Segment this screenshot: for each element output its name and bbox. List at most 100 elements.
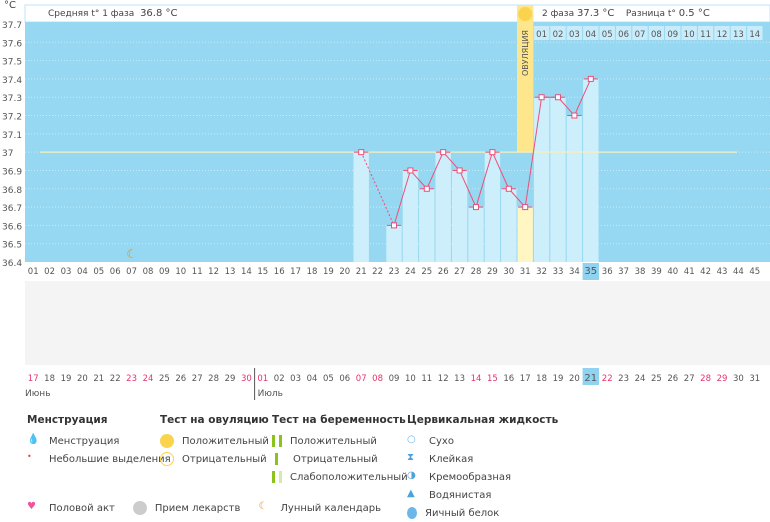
temp-line-segment — [573, 78, 592, 116]
date-label: 22 — [110, 374, 121, 384]
phase2-day-cell — [632, 26, 648, 40]
legend-pregnancy-test: Тест на беременность Положительный Отриц… — [272, 414, 408, 483]
date-label: 02 — [274, 374, 285, 384]
phase2-day-cell — [550, 26, 566, 40]
dry-icon: ○ — [407, 434, 416, 445]
temp-point — [456, 167, 463, 174]
moon-icon: ☾ — [258, 501, 268, 512]
cycle-day-label: 07 — [126, 267, 137, 277]
temp-point — [555, 94, 561, 101]
date-label: 17 — [28, 374, 39, 384]
positive-circle-icon — [160, 434, 174, 448]
phase2-day-cell — [648, 26, 665, 40]
date-label: 23 — [126, 374, 137, 384]
date-label: 27 — [684, 374, 695, 384]
phase2-day-cell — [730, 26, 747, 40]
y-tick-label: 36.8 — [2, 186, 22, 196]
phase2-day-label: 03 — [569, 30, 580, 40]
date-label: 25 — [159, 374, 170, 384]
legend-ovulation-test: Тест на овуляцию Положительный Отрицател… — [160, 414, 269, 466]
ovulation-band — [517, 5, 534, 153]
cycle-day-label: 18 — [307, 267, 318, 277]
cycle-day-label: 20 — [339, 267, 350, 277]
temp-line-segment — [524, 97, 543, 208]
date-label: 14 — [471, 374, 482, 384]
temp-bar — [468, 207, 484, 262]
pill-icon — [132, 501, 147, 515]
cycle-day-label: 44 — [733, 267, 744, 277]
phase2-day-label: 13 — [733, 30, 744, 40]
cycle-day-label: 02 — [44, 267, 55, 277]
y-tick-label: 36.4 — [2, 259, 22, 269]
temp-point — [538, 94, 545, 101]
temp-bar — [550, 97, 566, 262]
cycle-day-label: 17 — [290, 267, 301, 277]
date-label: 28 — [208, 374, 219, 384]
temp-bar — [386, 225, 402, 262]
plot-area — [25, 22, 770, 262]
date-label: 19 — [553, 374, 564, 384]
heart-icon: ♥ — [27, 501, 36, 512]
date-label: 19 — [61, 374, 72, 384]
cycle-day-label: 24 — [405, 267, 416, 277]
temp-bar — [517, 207, 533, 262]
cycle-day-label: 13 — [225, 267, 236, 277]
negative-circle-icon — [160, 452, 174, 466]
phase2-day-label: 10 — [684, 30, 695, 40]
current-day-highlight — [582, 263, 599, 280]
cycle-day-label: 27 — [454, 267, 465, 277]
watery-icon: ▲ — [407, 488, 415, 499]
y-tick-label: 36.9 — [2, 167, 22, 177]
header-phase2: 2 фаза 37.3 °C Разница t° 0.5 °C — [542, 8, 710, 19]
cycle-day-label: 09 — [159, 267, 170, 277]
date-label: 12 — [438, 374, 449, 384]
drop-red-icon: 💧 — [27, 434, 40, 445]
date-label: 21 — [584, 373, 597, 384]
temp-point — [473, 204, 479, 211]
small-drop-red-icon: • — [27, 452, 32, 461]
date-label: 29 — [225, 374, 236, 384]
temp-point — [423, 185, 430, 192]
temp-point — [489, 149, 496, 156]
cycle-day-label: 26 — [438, 267, 449, 277]
y-tick-label: 37.6 — [2, 39, 22, 49]
cycle-day-label: 30 — [503, 267, 514, 277]
date-label: 13 — [454, 374, 465, 384]
y-tick-label: 37.3 — [2, 94, 22, 104]
date-label: 22 — [602, 374, 613, 384]
cycle-day-label: 28 — [471, 267, 482, 277]
date-label: 04 — [307, 374, 318, 384]
cycle-day-label: 06 — [110, 267, 121, 277]
temp-line-segment — [393, 170, 411, 226]
temp-point — [440, 149, 447, 156]
date-label: 05 — [323, 374, 334, 384]
cycle-day-label: 23 — [389, 267, 400, 277]
cycle-day-label: 36 — [602, 267, 613, 277]
cycle-day-label: 42 — [700, 267, 711, 277]
phase2-day-label: 14 — [749, 30, 760, 40]
cycle-day-label: 29 — [487, 267, 498, 277]
y-tick-label: 37.2 — [2, 113, 22, 123]
phase2-day-cell — [566, 26, 583, 40]
temp-line-segment — [410, 170, 428, 190]
date-label: 01 — [257, 374, 268, 384]
cycle-day-label: 45 — [749, 267, 760, 277]
cycle-day-label: 12 — [208, 267, 219, 277]
phase2-day-label: 11 — [700, 30, 711, 40]
cycle-day-label: 32 — [536, 267, 547, 277]
one-line-icon — [275, 453, 282, 465]
cycle-day-label: 16 — [274, 267, 285, 277]
y-tick-label: 36.5 — [2, 241, 22, 251]
date-label: 20 — [77, 374, 88, 384]
phase2-day-cell — [697, 26, 714, 40]
date-label: 18 — [536, 374, 547, 384]
legend-cervical: Цервикальная жидкость ○ Сухо ⧗ Клейкая ◑ Кр… — [407, 414, 559, 519]
cycle-day-label: 03 — [61, 267, 72, 277]
date-label: 24 — [143, 374, 154, 384]
phase2-day-cell — [615, 26, 632, 40]
temp-line-segment — [557, 96, 575, 116]
temp-line-segment — [491, 151, 510, 189]
y-tick-label: 37.1 — [2, 131, 22, 141]
date-label: 27 — [192, 374, 203, 384]
date-label: 26 — [667, 374, 678, 384]
